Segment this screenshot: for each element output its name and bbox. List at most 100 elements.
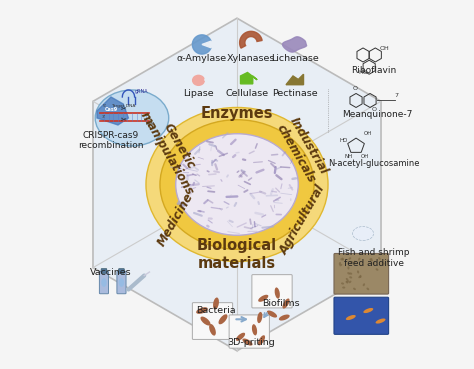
Ellipse shape — [358, 276, 361, 278]
Text: 3': 3' — [102, 115, 106, 119]
FancyBboxPatch shape — [334, 297, 389, 334]
Ellipse shape — [279, 314, 290, 321]
Text: HO: HO — [358, 70, 368, 75]
Ellipse shape — [349, 276, 352, 279]
Text: OH: OH — [379, 46, 389, 51]
Ellipse shape — [283, 299, 290, 308]
Text: Biofilms: Biofilms — [262, 299, 300, 308]
Ellipse shape — [160, 120, 314, 249]
Ellipse shape — [346, 315, 356, 320]
FancyBboxPatch shape — [118, 269, 124, 273]
Text: Xylanases: Xylanases — [227, 54, 275, 63]
Text: 7: 7 — [394, 93, 399, 98]
Ellipse shape — [346, 280, 349, 282]
Text: α-Amylase: α-Amylase — [177, 54, 227, 63]
FancyBboxPatch shape — [334, 254, 389, 294]
Text: Agricultural: Agricultural — [277, 182, 328, 257]
Text: Vaccines: Vaccines — [90, 268, 132, 276]
Text: Genetic
manipulations: Genetic manipulations — [137, 102, 209, 197]
Text: Cas9: Cas9 — [105, 107, 118, 112]
Ellipse shape — [349, 280, 351, 283]
Ellipse shape — [101, 278, 107, 287]
Ellipse shape — [267, 310, 277, 318]
Ellipse shape — [342, 286, 346, 289]
Polygon shape — [240, 31, 262, 48]
Ellipse shape — [347, 266, 349, 269]
FancyBboxPatch shape — [192, 303, 233, 339]
FancyBboxPatch shape — [252, 275, 292, 308]
Text: Bacteria: Bacteria — [196, 306, 236, 315]
Text: Pectinase: Pectinase — [272, 89, 318, 98]
Text: Fish and shrimp
feed additive: Fish and shrimp feed additive — [338, 248, 409, 268]
Ellipse shape — [382, 262, 385, 265]
Text: Target DNA: Target DNA — [111, 104, 136, 108]
Ellipse shape — [350, 261, 353, 263]
Text: Lichenase: Lichenase — [271, 54, 319, 63]
Ellipse shape — [196, 307, 208, 314]
Ellipse shape — [192, 75, 205, 86]
Text: Medicine: Medicine — [155, 190, 196, 249]
Text: O: O — [372, 107, 377, 112]
Polygon shape — [202, 41, 211, 48]
Text: Meanquinone-7: Meanquinone-7 — [342, 110, 412, 119]
Ellipse shape — [363, 308, 373, 313]
Text: N-acetyl-glucosamine: N-acetyl-glucosamine — [328, 159, 419, 168]
Ellipse shape — [373, 262, 374, 265]
Ellipse shape — [369, 258, 373, 260]
FancyBboxPatch shape — [117, 271, 126, 294]
Text: OH: OH — [361, 154, 369, 159]
Ellipse shape — [358, 258, 361, 261]
Ellipse shape — [347, 272, 350, 275]
Ellipse shape — [375, 318, 385, 324]
Ellipse shape — [204, 78, 209, 82]
Ellipse shape — [359, 275, 362, 278]
FancyBboxPatch shape — [229, 315, 269, 348]
Ellipse shape — [118, 278, 124, 287]
Ellipse shape — [366, 287, 369, 290]
Text: Industrial
chemicals: Industrial chemicals — [274, 114, 331, 185]
Ellipse shape — [95, 90, 169, 146]
Ellipse shape — [339, 264, 342, 266]
Ellipse shape — [258, 335, 265, 345]
Text: ✂: ✂ — [120, 117, 126, 123]
Ellipse shape — [242, 338, 253, 346]
Text: gRNA: gRNA — [135, 89, 148, 94]
Ellipse shape — [378, 257, 381, 260]
Ellipse shape — [349, 272, 352, 275]
Ellipse shape — [363, 283, 365, 286]
Text: Biological
materials: Biological materials — [197, 238, 277, 271]
Text: NH: NH — [345, 154, 353, 159]
Ellipse shape — [209, 324, 216, 336]
Ellipse shape — [357, 270, 359, 273]
Ellipse shape — [274, 287, 280, 299]
Polygon shape — [286, 74, 303, 85]
Text: CRISPR-cas9
recombination: CRISPR-cas9 recombination — [78, 131, 144, 151]
Ellipse shape — [340, 258, 343, 261]
Polygon shape — [192, 35, 211, 54]
Text: Riboflavin: Riboflavin — [351, 66, 396, 75]
Ellipse shape — [257, 312, 263, 323]
Text: OH: OH — [364, 131, 373, 137]
Polygon shape — [97, 97, 128, 125]
Ellipse shape — [236, 333, 245, 341]
Ellipse shape — [353, 227, 374, 241]
Ellipse shape — [213, 297, 219, 310]
Text: 5': 5' — [102, 104, 106, 108]
Polygon shape — [283, 37, 307, 52]
Ellipse shape — [146, 107, 328, 262]
Polygon shape — [240, 72, 257, 84]
Ellipse shape — [201, 317, 210, 325]
Polygon shape — [93, 18, 381, 351]
Ellipse shape — [346, 278, 348, 281]
FancyBboxPatch shape — [101, 269, 107, 273]
Text: O: O — [353, 86, 357, 91]
Ellipse shape — [176, 134, 298, 235]
Ellipse shape — [375, 268, 378, 271]
FancyBboxPatch shape — [100, 271, 109, 294]
Text: Enzymes: Enzymes — [201, 106, 273, 121]
Ellipse shape — [219, 314, 228, 324]
Ellipse shape — [354, 261, 356, 264]
Ellipse shape — [370, 259, 373, 261]
Ellipse shape — [252, 324, 257, 335]
Ellipse shape — [353, 288, 356, 290]
